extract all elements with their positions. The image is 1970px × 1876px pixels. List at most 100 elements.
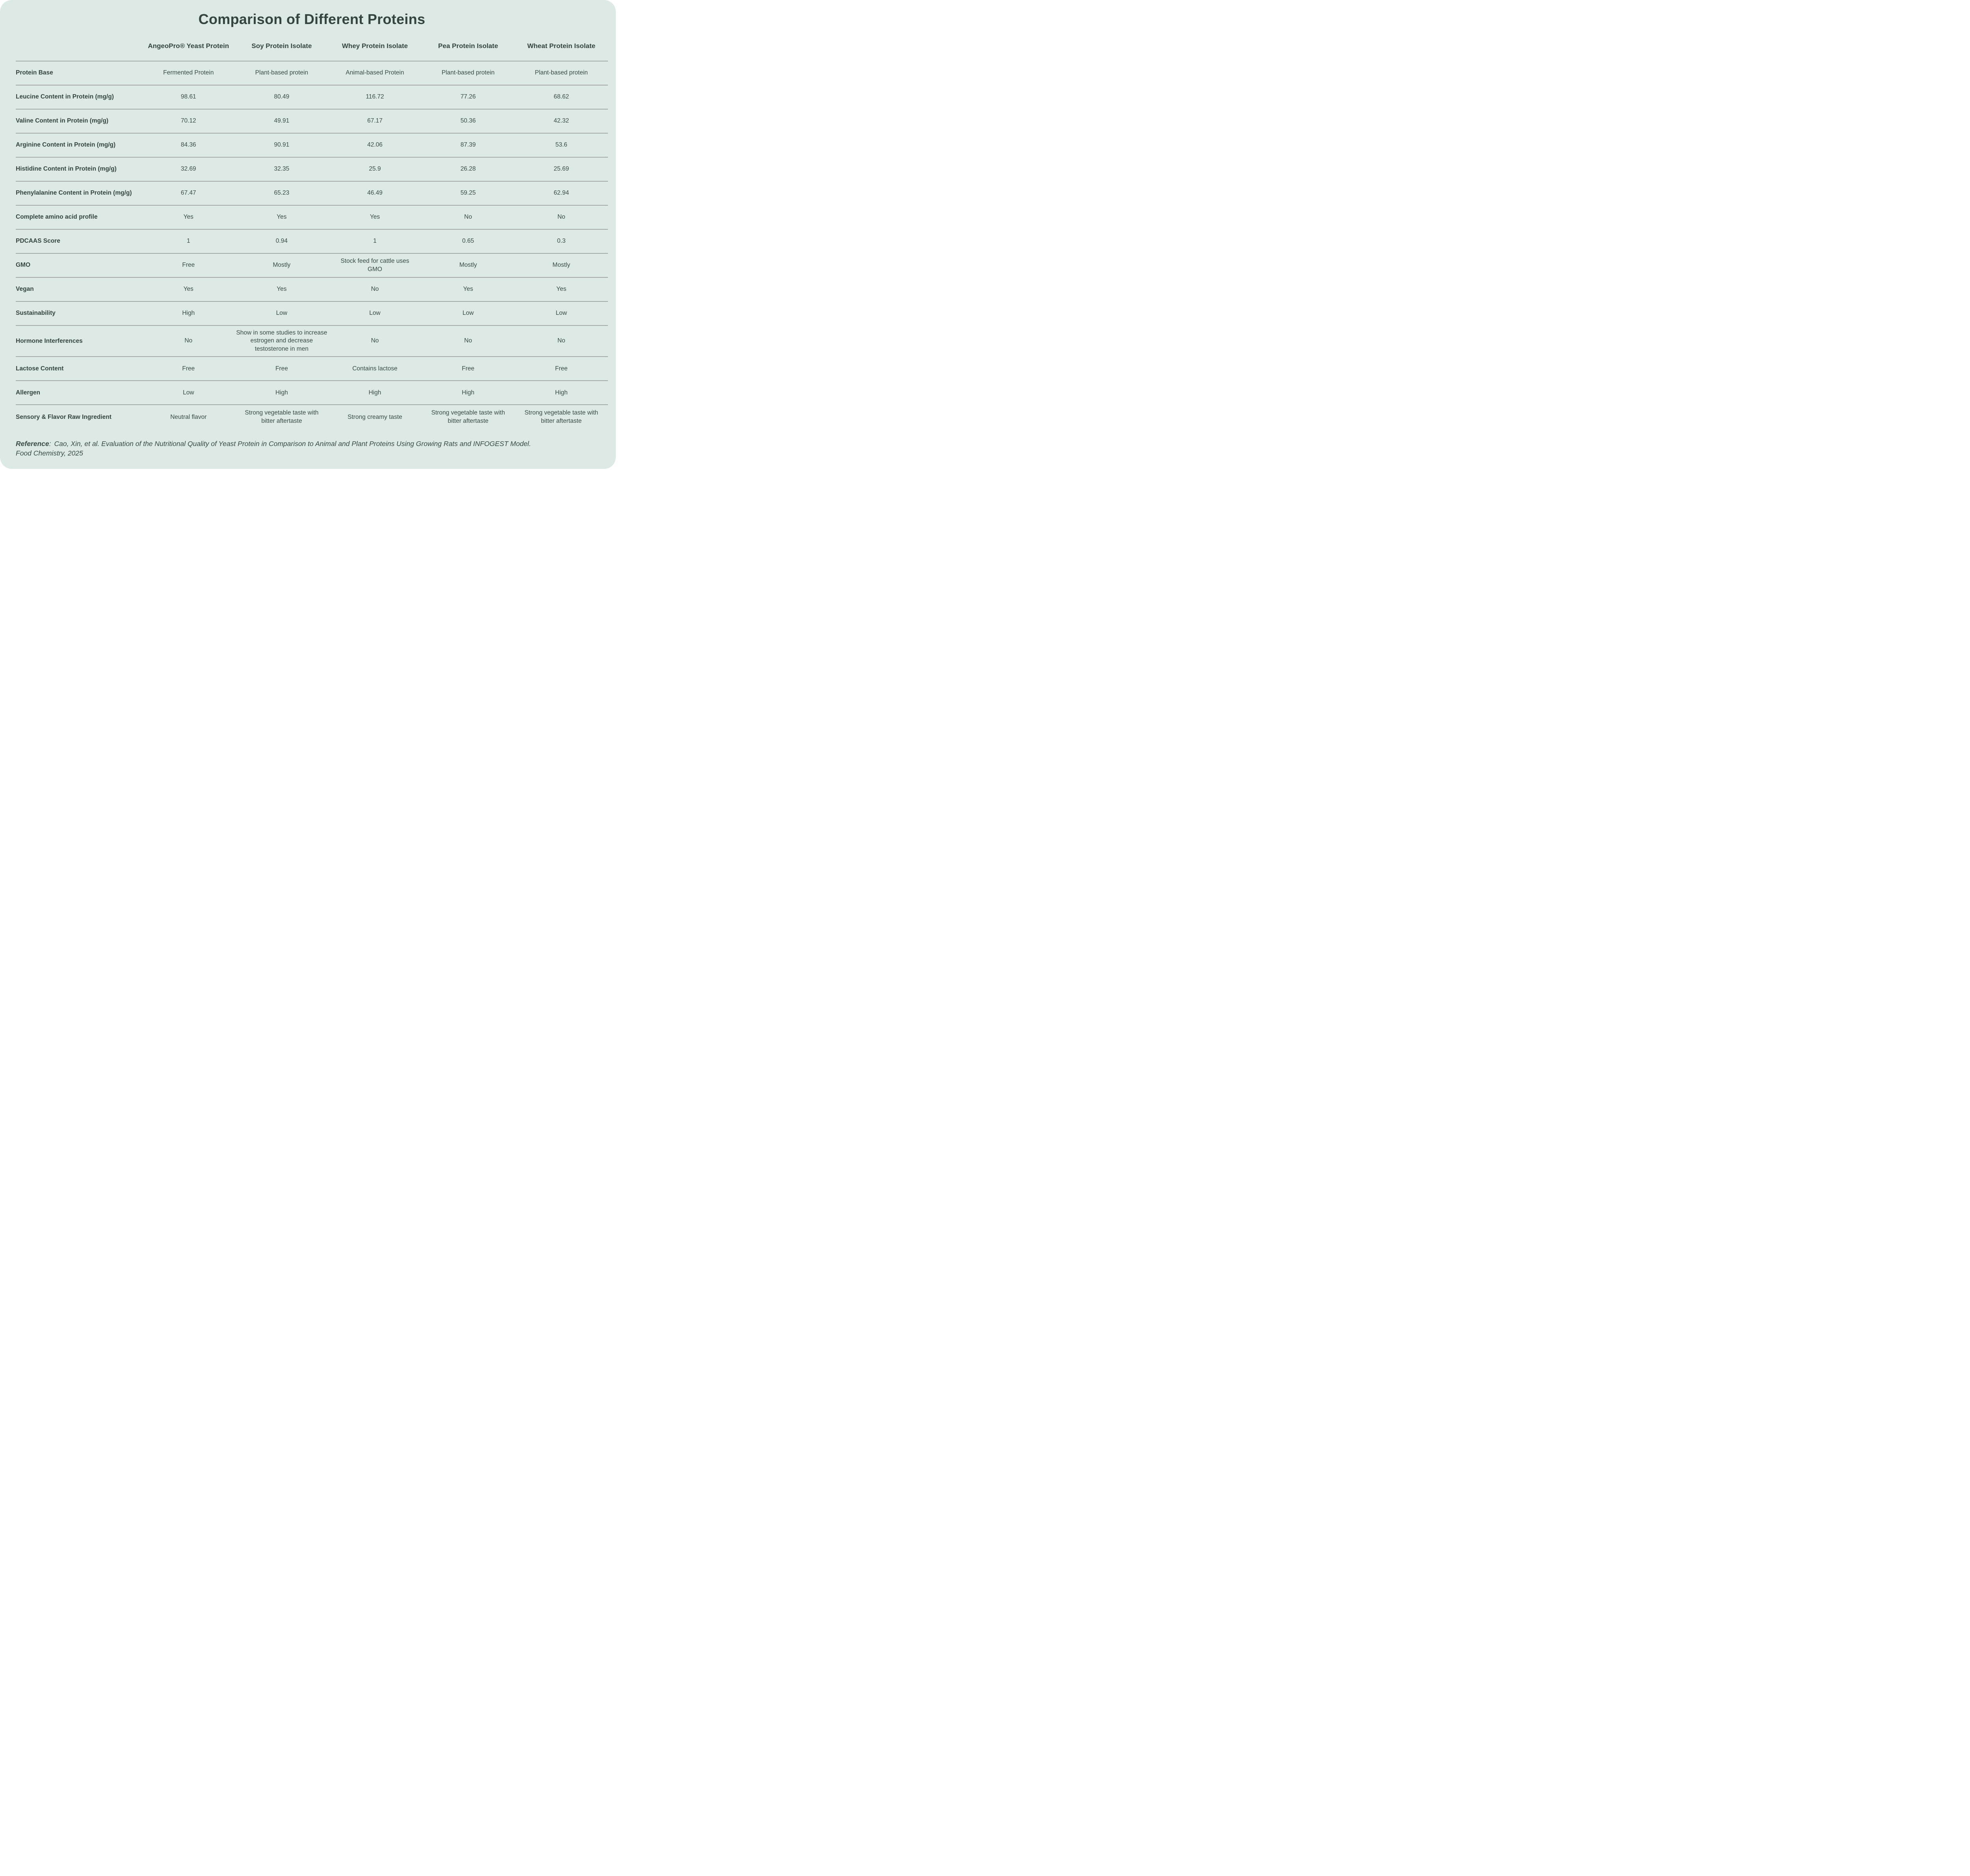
row-label: Complete amino acid profile: [16, 214, 98, 221]
column-header: Wheat Protein Isolate: [527, 42, 596, 50]
cell-value: Low: [556, 310, 567, 317]
table-row: Vegan Yes Yes No Yes Yes: [16, 278, 608, 302]
cell-value: 62.94: [554, 190, 569, 197]
table-row: Complete amino acid profile Yes Yes Yes No No: [16, 206, 608, 230]
cell-value: Plant-based protein: [255, 69, 309, 76]
cell-value: Plant-based protein: [535, 69, 588, 76]
cell-value: Yes: [183, 286, 193, 293]
cell-value: High: [275, 389, 288, 396]
cell-value: 77.26: [460, 93, 476, 100]
cell-value: Mostly: [273, 262, 291, 269]
cell-value: Free: [182, 365, 195, 372]
cell-value: Contains lactose: [352, 365, 398, 372]
column-header: Soy Protein Isolate: [251, 42, 312, 50]
cell-value: No: [464, 214, 472, 221]
row-label: Valine Content in Protein (mg/g): [16, 117, 109, 125]
row-label: GMO: [16, 262, 31, 269]
cell-value: Low: [462, 310, 474, 317]
cell-value: No: [557, 214, 565, 221]
cell-value: 26.28: [460, 165, 476, 173]
cell-value: Fermented Protein: [163, 69, 214, 76]
cell-value: Strong vegetable taste with bitter after…: [431, 409, 505, 424]
table-row: Protein Base Fermented Protein Plant-based…: [16, 61, 608, 86]
cell-value: No: [184, 337, 193, 344]
reference-label: Reference: [16, 440, 49, 448]
cell-value: 25.9: [369, 165, 381, 173]
row-label: Allergen: [16, 389, 41, 396]
row-label: Leucine Content in Protein (mg/g): [16, 93, 114, 100]
row-label: Sensory & Flavor Raw Ingredient: [16, 413, 112, 420]
cell-value: High: [182, 310, 195, 317]
row-label: Vegan: [16, 286, 34, 293]
cell-value: 65.23: [274, 190, 290, 197]
row-label: Arginine Content in Protein (mg/g): [16, 141, 116, 149]
cell-value: 50.36: [460, 117, 476, 125]
cell-value: No: [557, 337, 565, 344]
cell-value: Strong vegetable taste with bitter after…: [245, 409, 319, 424]
cell-value: Show in some studies to increase estroge…: [236, 329, 327, 352]
cell-value: No: [371, 337, 379, 344]
cell-value: Yes: [183, 214, 193, 221]
cell-value: Strong creamy taste: [348, 413, 402, 420]
table-row: Leucine Content in Protein (mg/g) 98.61 80…: [16, 86, 608, 110]
row-label: Hormone Interferences: [16, 337, 83, 344]
cell-value: Free: [555, 365, 568, 372]
cell-value: Yes: [277, 214, 287, 221]
cell-value: 1: [373, 238, 377, 245]
reference-separator: :: [49, 440, 51, 448]
table-row: PDCAAS Score 1 0.94 1 0.65 0.3: [16, 230, 608, 254]
cell-value: 49.91: [274, 117, 290, 125]
table-row: Sustainability High Low Low Low Low: [16, 302, 608, 326]
cell-value: 87.39: [460, 141, 476, 149]
cell-value: 59.25: [460, 190, 476, 197]
cell-value: 68.62: [554, 93, 569, 100]
cell-value: 90.91: [274, 141, 290, 149]
cell-value: Low: [369, 310, 381, 317]
row-label: Phenylalanine Content in Protein (mg/g): [16, 190, 132, 197]
reference-citation: Cao, Xin, et al. Evaluation of the Nutri…: [54, 440, 531, 448]
cell-value: 32.35: [274, 165, 290, 173]
table-row: Hormone Interferences No Show in some stud…: [16, 326, 608, 357]
table-row: Valine Content in Protein (mg/g) 70.12 49.…: [16, 110, 608, 134]
cell-value: 0.65: [462, 238, 474, 245]
cell-value: Animal-based Protein: [346, 69, 404, 76]
cell-value: High: [462, 389, 475, 396]
cell-value: Yes: [463, 286, 473, 293]
cell-value: 116.72: [366, 93, 384, 100]
cell-value: Yes: [556, 286, 567, 293]
cell-value: Yes: [370, 214, 380, 221]
table-row: Sensory & Flavor Raw Ingredient Neutral f…: [16, 405, 608, 429]
column-header: AngeoPro® Yeast Protein: [148, 42, 229, 50]
reference-journal: Food Chemistry, 2025: [16, 449, 83, 457]
cell-value: 1: [186, 238, 190, 245]
cell-value: Low: [183, 389, 194, 396]
cell-value: Mostly: [459, 262, 477, 269]
table-row: Lactose Content Free Free Contains lactose F…: [16, 357, 608, 381]
table-row: Arginine Content in Protein (mg/g) 84.36 9…: [16, 134, 608, 158]
cell-value: High: [368, 389, 381, 396]
cell-value: 53.6: [555, 141, 567, 149]
row-label: Sustainability: [16, 310, 56, 317]
row-label: PDCAAS Score: [16, 238, 60, 245]
cell-value: 80.49: [274, 93, 290, 100]
row-label: Histidine Content in Protein (mg/g): [16, 165, 117, 173]
cell-value: Strong vegetable taste with bitter after…: [524, 409, 598, 424]
cell-value: Yes: [277, 286, 287, 293]
cell-value: High: [555, 389, 568, 396]
cell-value: 67.17: [367, 117, 383, 125]
cell-value: Free: [182, 262, 195, 269]
table-header-row: AngeoPro® Yeast Protein Soy Protein Isola…: [16, 35, 608, 61]
cell-value: Free: [462, 365, 475, 372]
column-header: Whey Protein Isolate: [342, 42, 408, 50]
cell-value: 67.47: [180, 190, 196, 197]
cell-value: Mostly: [552, 262, 571, 269]
page-title: Comparison of Different Proteins: [198, 11, 426, 27]
table-row: Allergen Low High High High High: [16, 381, 608, 405]
cell-value: 0.3: [557, 238, 566, 245]
row-label: Protein Base: [16, 69, 53, 76]
cell-value: 42.32: [554, 117, 569, 125]
row-label: Lactose Content: [16, 365, 64, 372]
cell-value: Neutral flavor: [170, 413, 207, 420]
cell-value: 84.36: [180, 141, 196, 149]
table-row: GMO Free Mostly Stock feed for cattle uses …: [16, 254, 608, 278]
